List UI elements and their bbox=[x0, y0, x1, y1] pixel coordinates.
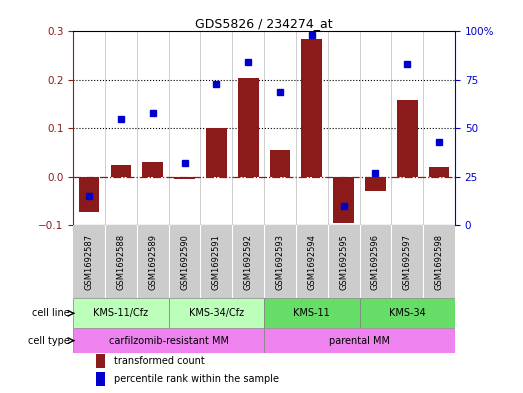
Bar bbox=[429, 167, 449, 177]
Text: GSM1692594: GSM1692594 bbox=[308, 234, 316, 290]
Bar bbox=[264, 329, 455, 353]
Text: KMS-11/Cfz: KMS-11/Cfz bbox=[94, 308, 149, 318]
Bar bbox=[73, 329, 264, 353]
Bar bbox=[73, 298, 168, 329]
Bar bbox=[397, 100, 418, 177]
Text: GSM1692597: GSM1692597 bbox=[403, 234, 412, 290]
Text: GSM1692589: GSM1692589 bbox=[148, 234, 157, 290]
Text: cell type: cell type bbox=[28, 336, 70, 345]
Bar bbox=[360, 298, 455, 329]
Bar bbox=[270, 150, 290, 177]
Text: GSM1692591: GSM1692591 bbox=[212, 234, 221, 290]
Text: GSM1692592: GSM1692592 bbox=[244, 234, 253, 290]
Bar bbox=[174, 177, 195, 179]
Text: GSM1692595: GSM1692595 bbox=[339, 234, 348, 290]
Text: cell line: cell line bbox=[32, 308, 70, 318]
Bar bbox=[206, 129, 227, 177]
Text: carfilzomib-resistant MM: carfilzomib-resistant MM bbox=[109, 336, 229, 345]
Text: KMS-34: KMS-34 bbox=[389, 308, 426, 318]
Bar bbox=[96, 354, 105, 368]
Bar bbox=[168, 298, 264, 329]
Title: GDS5826 / 234274_at: GDS5826 / 234274_at bbox=[195, 17, 333, 30]
Text: GSM1692596: GSM1692596 bbox=[371, 234, 380, 290]
Bar bbox=[333, 177, 354, 223]
Bar bbox=[365, 177, 386, 191]
Text: KMS-11: KMS-11 bbox=[293, 308, 330, 318]
Bar bbox=[96, 372, 105, 386]
Text: GSM1692588: GSM1692588 bbox=[117, 234, 126, 290]
Bar bbox=[110, 165, 131, 177]
Bar bbox=[142, 162, 163, 177]
Text: GSM1692590: GSM1692590 bbox=[180, 234, 189, 290]
Bar bbox=[301, 39, 322, 177]
Text: KMS-34/Cfz: KMS-34/Cfz bbox=[189, 308, 244, 318]
Bar bbox=[264, 298, 360, 329]
Text: transformed count: transformed count bbox=[114, 356, 205, 366]
Text: GSM1692598: GSM1692598 bbox=[435, 234, 444, 290]
Bar bbox=[238, 77, 258, 177]
Bar bbox=[79, 177, 99, 212]
Text: parental MM: parental MM bbox=[329, 336, 390, 345]
Text: percentile rank within the sample: percentile rank within the sample bbox=[114, 374, 279, 384]
Text: GSM1692587: GSM1692587 bbox=[85, 234, 94, 290]
Text: GSM1692593: GSM1692593 bbox=[276, 234, 285, 290]
